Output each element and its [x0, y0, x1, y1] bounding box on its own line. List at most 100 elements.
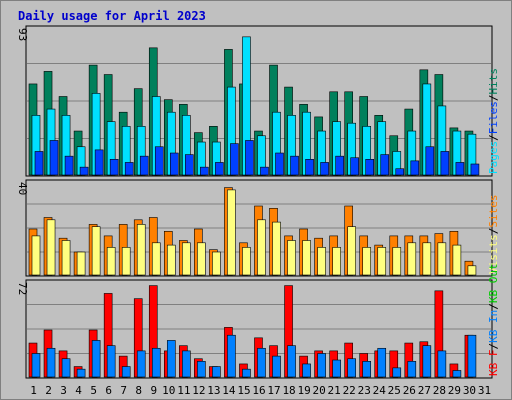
- x-tick-label: 7: [120, 384, 127, 397]
- legend-entry: /: [487, 95, 500, 102]
- bar-pages: [350, 157, 359, 176]
- legend-entry: /: [487, 228, 500, 235]
- bar-sites: [46, 219, 56, 276]
- bar-pages: [185, 154, 194, 176]
- legend-entry: /: [487, 343, 500, 350]
- legend-entry: Pages: [487, 141, 500, 174]
- bar-kb-in: [242, 368, 251, 378]
- bar-kb-in: [407, 361, 417, 378]
- bar-kb-in: [437, 350, 447, 378]
- bar-kb-in: [362, 361, 372, 378]
- bar-kb-in: [121, 366, 131, 378]
- bar-sites: [437, 242, 447, 276]
- x-tick-label: 13: [207, 384, 220, 397]
- bar-kb-in: [272, 355, 281, 378]
- bar-pages: [305, 159, 314, 176]
- x-tick-label: 27: [418, 384, 431, 397]
- x-tick-label: 15: [237, 384, 250, 397]
- bar-pages: [455, 162, 465, 176]
- chart-title: Daily usage for April 2023: [18, 9, 206, 23]
- bar-sites: [61, 240, 71, 276]
- bar-pages: [79, 166, 89, 176]
- x-tick-label: 3: [60, 384, 67, 397]
- x-tick-label: 26: [403, 384, 416, 397]
- bar-sites: [212, 251, 221, 276]
- x-tick-label: 9: [150, 384, 157, 397]
- bar-pages: [425, 146, 435, 176]
- bar-sites: [377, 247, 387, 276]
- x-tick-label: 1: [30, 384, 37, 397]
- legend-entry: Hits: [487, 68, 500, 95]
- legend-entry: Sites: [487, 195, 500, 228]
- x-tick-label: 10: [162, 384, 175, 397]
- legend-entry: /: [487, 134, 500, 141]
- x-tick-label: 4: [75, 384, 82, 397]
- bar-sites: [467, 265, 477, 276]
- x-tick-label: 23: [358, 384, 371, 397]
- x-tick-label: 24: [373, 384, 387, 397]
- bar-sites: [197, 242, 206, 276]
- legend-entry: KB In: [487, 310, 500, 343]
- bar-pages: [380, 154, 390, 176]
- legend-entry: KB Out: [487, 263, 500, 303]
- x-tick-label: 8: [135, 384, 142, 397]
- bar-pages: [94, 149, 104, 176]
- bar-sites: [242, 247, 251, 276]
- bar-kb-in: [91, 340, 101, 378]
- bar-kb-in: [31, 353, 41, 378]
- bar-pages: [200, 166, 209, 176]
- x-axis-labels: 1 2 3 4 5 6 7 8 9 10 11 12 13 14 15 16 17 18 19 20 21 22 23 24 2…: [30, 384, 491, 397]
- legend-entry: Files: [487, 101, 500, 134]
- series-legend: Pages/Files/Hits: [487, 68, 500, 174]
- bar-sites: [136, 224, 146, 276]
- bar-sites: [151, 242, 161, 276]
- bar-sites: [106, 247, 116, 276]
- bar-sites: [272, 221, 281, 276]
- bar-sites: [166, 244, 176, 276]
- bar-pages: [49, 140, 59, 176]
- bar-pages: [440, 151, 450, 176]
- bar-kb-in: [197, 361, 206, 378]
- x-tick-label: 12: [192, 384, 205, 397]
- y-max-label: 93: [16, 28, 29, 41]
- bar-sites: [121, 247, 131, 276]
- x-tick-label: 20: [313, 384, 326, 397]
- bar-sites: [362, 247, 372, 276]
- bar-pages: [290, 155, 299, 176]
- bar-kb-in: [392, 367, 402, 378]
- bar-sites: [31, 235, 41, 276]
- bar-sites: [407, 242, 417, 276]
- bar-pages: [154, 146, 164, 176]
- bar-kb-in: [76, 368, 86, 378]
- x-tick-label: 19: [297, 384, 310, 397]
- bar-sites: [257, 219, 266, 276]
- bar-pages: [139, 155, 149, 176]
- bar-pages: [169, 152, 179, 176]
- bar-kb-in: [46, 347, 56, 378]
- bar-pages: [245, 140, 254, 176]
- bar-kb-in: [182, 350, 191, 378]
- bar-kb-in: [166, 340, 176, 378]
- legend-entry: Visits: [487, 234, 500, 274]
- bar-pages: [230, 143, 239, 176]
- bar-kb-in: [467, 334, 477, 378]
- bar-pages: [275, 152, 284, 176]
- x-tick-label: 25: [388, 384, 401, 397]
- bar-kb-in: [257, 347, 266, 378]
- legend-entry: KB F: [487, 350, 500, 377]
- bar-pages: [109, 159, 119, 176]
- series-legend: Visits/Sites: [487, 195, 500, 275]
- bar-pages: [64, 155, 74, 176]
- bar-pages: [34, 151, 44, 176]
- x-tick-label: 5: [90, 384, 97, 397]
- bar-kb-in: [332, 359, 341, 378]
- bar-sites: [287, 240, 296, 276]
- bar-kb-in: [377, 347, 387, 378]
- bar-pages: [124, 162, 134, 176]
- bar-sites: [91, 226, 101, 276]
- bar-kb-in: [452, 370, 462, 378]
